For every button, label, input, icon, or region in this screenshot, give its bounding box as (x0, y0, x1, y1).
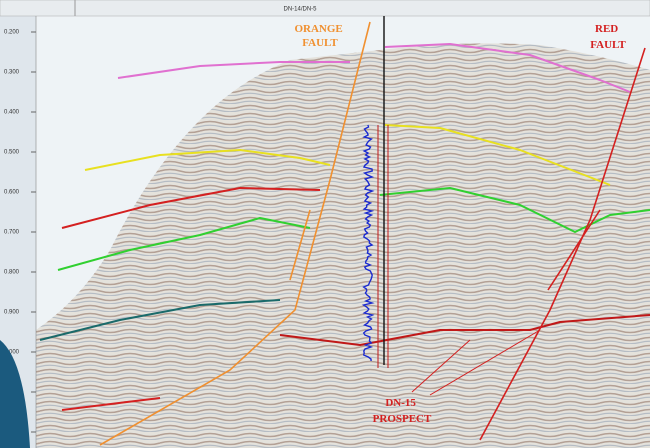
time-tick-label: 0.900 (4, 310, 20, 316)
horizon (117, 61, 350, 79)
orange-fault (289, 209, 311, 281)
faults (99, 21, 646, 446)
horizon (61, 187, 321, 229)
red-fault-label: RED FAULT (590, 23, 626, 51)
well (361, 16, 389, 368)
time-tick-label: 0.600 (4, 190, 20, 196)
label-line: PROSPECT (373, 413, 432, 425)
label-line: ORANGE (294, 23, 342, 35)
orange-fault (99, 21, 371, 446)
label-line: DN-15 (385, 397, 416, 409)
horizon (379, 187, 650, 233)
horizon (384, 43, 631, 93)
time-tick-label: 0.800 (4, 270, 20, 276)
red-fault (479, 47, 646, 441)
time-tick-label: 1.000 (4, 350, 20, 356)
time-tick-label: 0.200 (4, 30, 20, 36)
time-tick-label: 0.300 (4, 70, 20, 76)
time-tick-label: 0.500 (4, 150, 20, 156)
corner-shape (0, 340, 30, 448)
prospect-label: DN-15 PROSPECT (373, 397, 432, 425)
horizon (279, 314, 650, 346)
label-line: FAULT (302, 37, 338, 49)
time-tick-label: 0.400 (4, 110, 20, 116)
header-bar (0, 0, 650, 17)
label-line: RED (595, 23, 618, 35)
well-log (361, 124, 375, 362)
time-tick-label: 0.700 (4, 230, 20, 236)
label-line: FAULT (590, 39, 626, 51)
horizon (84, 149, 331, 171)
orange-fault-label: ORANGE FAULT (294, 23, 345, 49)
pointer (411, 339, 471, 393)
horizon (61, 397, 161, 411)
horizon (384, 124, 611, 186)
pointer (429, 329, 541, 396)
header-label: DN-14/DN-5 (283, 7, 317, 13)
red-fault (547, 209, 601, 291)
horizon (39, 299, 281, 341)
horizon (57, 217, 311, 271)
horizons (39, 43, 650, 411)
